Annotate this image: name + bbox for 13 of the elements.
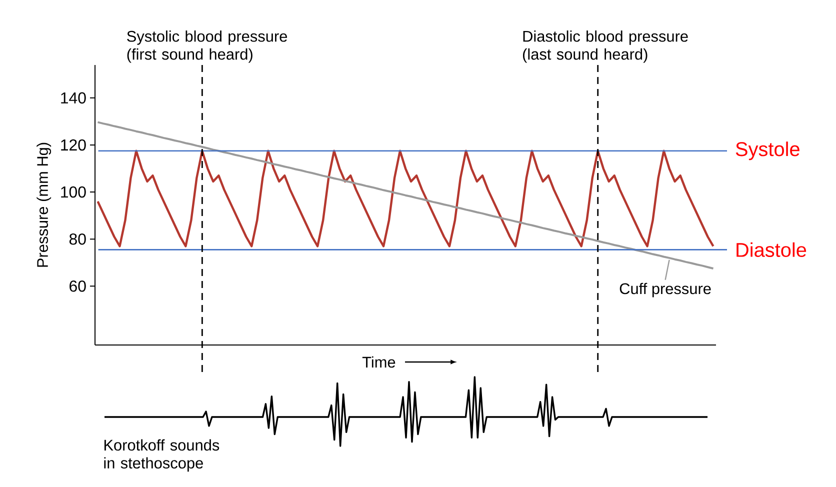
y-tick-label: 100 <box>61 186 86 198</box>
y-tick-label: 120 <box>61 139 86 151</box>
y-tick-label: 60 <box>70 280 86 292</box>
text: Diastolic blood pressure (last sound heard) <box>523 30 688 63</box>
y-tick-label: 140 <box>61 92 86 104</box>
y-tick-label: 80 <box>69 233 86 245</box>
annotation: Korotkoff sounds in stethoscope <box>104 439 220 472</box>
text: Systolic blood pressure (first sound heard) <box>127 30 288 63</box>
ref-line-label: Diastole <box>736 242 806 257</box>
legend-label: Cuff pressure <box>620 282 711 298</box>
ref-line-label: Systole <box>736 142 800 160</box>
x-axis-title: Time <box>362 356 396 368</box>
y-axis-title: Pressure (mm Hg) <box>36 142 52 267</box>
